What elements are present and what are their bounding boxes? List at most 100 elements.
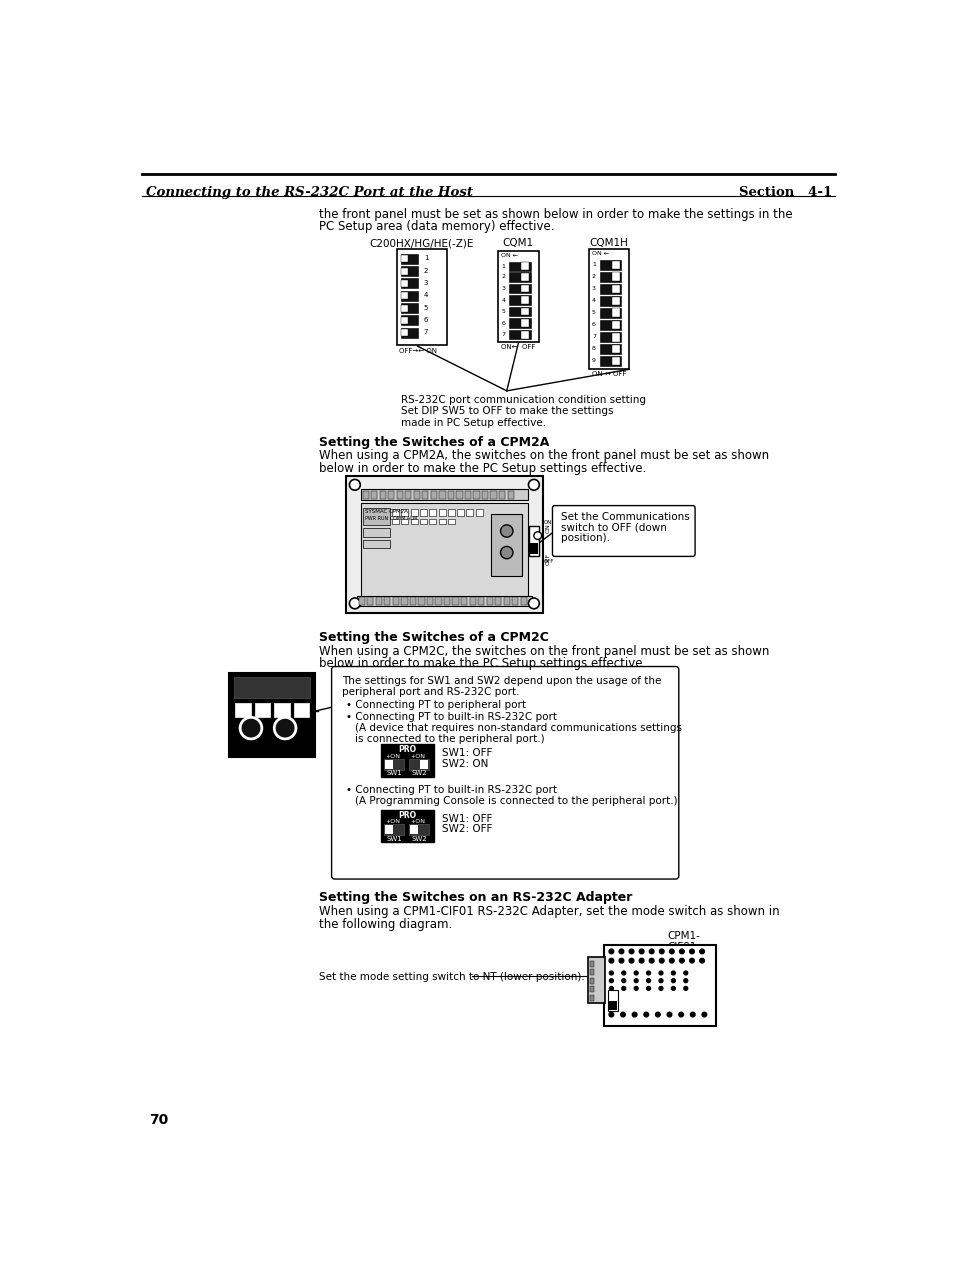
Bar [589,978,593,984]
Bar [507,491,513,498]
Circle shape [634,979,638,983]
Bar [521,262,529,270]
Bar [401,280,407,287]
Bar [400,279,417,288]
Bar [362,508,390,525]
Circle shape [639,950,643,954]
Bar [396,491,402,498]
Circle shape [608,959,613,962]
Circle shape [669,959,674,962]
Circle shape [699,959,703,962]
Bar [509,261,530,271]
Text: ON: ON [543,520,552,525]
Text: SW1: SW1 [386,771,402,776]
Circle shape [621,971,625,975]
Circle shape [671,971,675,975]
Text: SW1: OFF: SW1: OFF [441,748,492,758]
Bar [401,293,407,299]
Bar [401,330,407,336]
Bar [384,597,390,605]
Bar [419,760,427,768]
Bar [599,356,620,366]
Bar [473,491,479,498]
Bar [599,260,620,270]
Circle shape [659,959,663,962]
Bar [599,271,620,281]
Text: 6: 6 [423,317,428,323]
Circle shape [608,1012,613,1017]
Text: 7: 7 [500,332,505,337]
Bar [358,597,365,605]
Bar [401,317,407,323]
Circle shape [689,959,694,962]
Bar [612,333,619,341]
Text: 4: 4 [500,298,505,303]
Circle shape [621,987,625,990]
Bar [491,514,521,576]
Bar [612,273,619,280]
Bar [509,330,530,340]
Text: made in PC Setup effective.: made in PC Setup effective. [400,418,545,427]
Text: CIF01: CIF01 [666,942,696,952]
Bar [599,332,620,342]
Circle shape [528,479,538,491]
Bar [521,297,529,304]
Bar [587,957,604,1003]
Bar [274,704,290,718]
Bar [439,491,445,498]
Bar [427,597,433,605]
Bar [381,744,434,776]
Text: position).: position). [560,534,609,543]
Text: (A device that requires non-standard communications settings: (A device that requires non-standard com… [355,723,681,733]
Bar [495,597,500,605]
Text: ON←  OFF: ON← OFF [500,344,535,350]
Text: 6: 6 [592,322,596,327]
Circle shape [629,950,633,954]
Bar [481,491,488,498]
Bar [356,596,531,606]
Bar [612,261,619,269]
Circle shape [500,525,513,538]
Bar [612,308,619,317]
Bar [612,345,619,353]
Text: SW1: SW1 [386,836,402,842]
Text: 3: 3 [423,280,428,287]
Bar [490,491,497,498]
Bar [360,489,527,500]
Bar [401,519,408,524]
Bar [388,491,394,498]
Circle shape [646,979,650,983]
Text: CPM1-: CPM1- [666,932,700,941]
Bar [599,284,620,294]
Bar [509,307,530,316]
Circle shape [609,979,613,983]
Bar [400,327,417,337]
Text: switch to OFF (down: switch to OFF (down [560,522,666,533]
Bar [498,491,505,498]
Bar [429,510,436,516]
Text: 70: 70 [149,1113,168,1127]
Text: ON ←: ON ← [500,254,517,257]
Text: • Connecting PT to built-in RS-232C port: • Connecting PT to built-in RS-232C port [345,711,556,721]
Bar [497,251,537,341]
Text: PC Setup area (data memory) effective.: PC Setup area (data memory) effective. [319,219,554,233]
Bar [410,519,417,524]
Bar [438,510,445,516]
Bar [375,597,381,605]
Bar [401,597,407,605]
Bar [409,760,429,770]
Bar [456,491,462,498]
Bar [612,297,619,306]
Text: SW1: OFF: SW1: OFF [441,814,492,824]
Bar [229,673,314,757]
Text: OFF: OFF [545,553,550,564]
Circle shape [608,950,613,954]
Bar [588,250,629,369]
Circle shape [679,950,683,954]
Circle shape [646,971,650,975]
Circle shape [609,987,613,990]
Circle shape [534,531,541,539]
Bar [362,527,390,538]
Bar [608,1000,617,1009]
Text: 9: 9 [592,359,596,364]
